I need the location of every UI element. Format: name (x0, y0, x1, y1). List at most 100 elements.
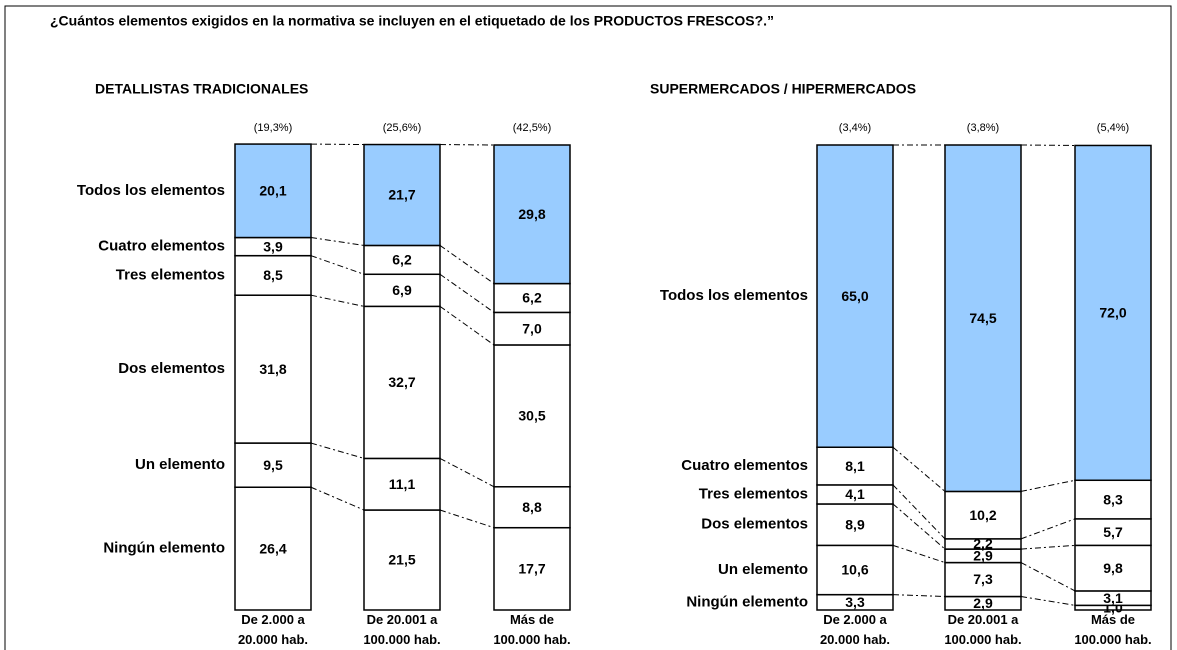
data-label: 8,3 (1103, 491, 1123, 507)
connector (1020, 544, 1076, 550)
bar-note: (25,6%) (383, 122, 422, 134)
legend-label: Cuatro elementos (681, 457, 808, 474)
data-label: 11,1 (389, 476, 416, 492)
x-tick-label: De 20.001 a 100.000 hab. (363, 612, 441, 647)
legend-label: Dos elementos (701, 516, 808, 533)
data-label: 8,9 (845, 516, 865, 532)
x-tick-label: De 20.001 a 100.000 hab. (944, 612, 1022, 647)
bar-note: (3,8%) (967, 122, 999, 134)
connector (892, 446, 946, 492)
bar-segment (1074, 518, 1152, 547)
bar-segment (493, 486, 571, 529)
data-label: 10,6 (841, 562, 868, 578)
connector (439, 273, 495, 313)
legend-label: Tres elementos (116, 266, 225, 283)
connector (439, 245, 495, 284)
connector (439, 457, 495, 488)
data-label: 6,9 (392, 282, 412, 298)
bar-segment (363, 509, 441, 611)
connector (310, 442, 365, 459)
data-label: 8,8 (522, 499, 542, 515)
connector (892, 594, 946, 598)
data-label: 7,3 (973, 571, 993, 587)
data-label: 9,8 (1103, 560, 1123, 576)
connector (310, 294, 365, 307)
connector (892, 484, 946, 540)
legend-label: Todos los elementos (660, 287, 808, 304)
connector (892, 503, 946, 550)
page-title: ¿Cuántos elementos exigidos en la normat… (50, 13, 774, 29)
bar-segment (944, 561, 1022, 598)
bar-segment (816, 144, 894, 448)
bar-segment (493, 526, 571, 611)
data-label: 2,9 (973, 548, 993, 564)
x-tick-label: De 2.000 a 20.000 hab. (819, 612, 891, 647)
data-label: 26,4 (259, 540, 286, 556)
legend-label: Un elemento (135, 456, 225, 473)
data-label: 65,0 (841, 288, 868, 304)
legend-label: Un elemento (718, 561, 808, 578)
data-label: 32,7 (388, 374, 415, 390)
connector (1020, 518, 1076, 540)
bar-segment (234, 486, 312, 611)
bar-segment (493, 282, 571, 314)
data-label: 20,1 (259, 183, 286, 199)
x-tick-label: Más de 100.000 hab. (1074, 612, 1152, 647)
connector (310, 486, 365, 511)
connector (439, 305, 495, 346)
bar-segment (363, 143, 441, 247)
bar-segment (363, 273, 441, 308)
bar-segment (234, 442, 312, 488)
legend-label: Dos elementos (118, 360, 225, 377)
connector (1020, 562, 1076, 592)
data-label: 21,5 (388, 552, 415, 568)
connector (892, 544, 946, 564)
bar-segment (1074, 544, 1152, 592)
data-label: 6,2 (392, 252, 412, 268)
x-tick-label: Más de 100.000 hab. (493, 612, 571, 647)
data-label: 72,0 (1099, 305, 1126, 321)
data-label: 31,8 (259, 361, 286, 377)
chart-subtitle: DETALLISTAS TRADICIONALES (95, 81, 308, 97)
bar-segment (944, 490, 1022, 540)
bar-segment (493, 311, 571, 346)
data-label: 3,3 (845, 594, 865, 610)
bar-segment (363, 457, 441, 511)
connector (310, 255, 365, 275)
data-label: 3,1 (1103, 590, 1123, 606)
data-label: 3,9 (263, 238, 283, 254)
legend-label: Ningún elemento (686, 593, 808, 610)
data-label: 6,2 (522, 290, 542, 306)
bar-segment (944, 144, 1022, 493)
data-label: 21,7 (388, 187, 415, 203)
data-label: 17,7 (518, 561, 545, 577)
data-label: 74,5 (969, 310, 996, 326)
data-label: 10,2 (969, 507, 996, 523)
data-label: 2,2 (973, 536, 993, 552)
bar-segment (1074, 479, 1152, 520)
connector (310, 237, 365, 246)
bar-segment (363, 305, 441, 460)
bar-note: (3,4%) (839, 122, 871, 134)
legend-label: Ningún elemento (103, 540, 225, 557)
bar-segment (493, 144, 571, 285)
connector (1020, 596, 1076, 606)
data-label: 9,5 (263, 457, 283, 473)
connector (1020, 479, 1076, 492)
bar-segment (1074, 144, 1152, 482)
bar-note: (19,3%) (254, 122, 293, 134)
chart-subtitle: SUPERMERCADOS / HIPERMERCADOS (650, 81, 916, 97)
bar-segment (234, 254, 312, 296)
bar-segment (816, 544, 894, 596)
data-label: 7,0 (522, 320, 542, 336)
legend-label: Cuatro elementos (98, 238, 225, 255)
bar-note: (5,4%) (1097, 122, 1129, 134)
bar-note: (42,5%) (513, 122, 552, 134)
data-label: 30,5 (518, 408, 545, 424)
frame (4, 5, 1172, 650)
data-label: 29,8 (518, 206, 545, 222)
connector (439, 509, 495, 529)
data-label: 8,1 (845, 458, 865, 474)
